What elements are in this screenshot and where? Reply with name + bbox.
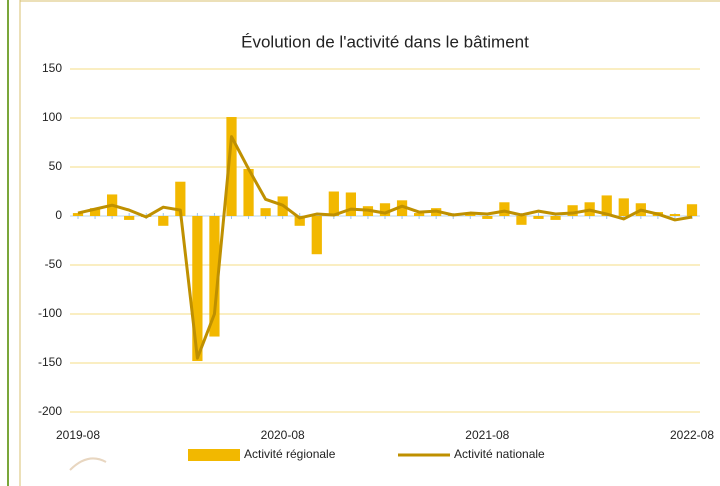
x-tick-label: 2021-08 [465,428,509,442]
bar [550,216,561,220]
bar [482,216,493,219]
logo-fragment [69,457,107,471]
legend-swatch [188,449,240,461]
bar [345,192,357,216]
bar [669,214,681,216]
bar [89,208,101,216]
bar [396,200,408,216]
x-tick-label: 2022-08 [670,428,714,442]
bar [124,216,135,220]
y-tick-label: 50 [49,159,63,173]
y-tick-label: 100 [42,110,62,124]
bar [379,203,391,216]
legend-label: Activité nationale [454,447,545,461]
bar [567,205,578,216]
y-tick-label: -100 [38,306,62,320]
x-tick-label: 2020-08 [261,428,305,442]
bar [413,213,425,216]
y-tick-label: 0 [55,208,62,222]
line [77,135,693,360]
bar [294,216,305,226]
bar [158,216,169,226]
bar [175,181,186,216]
bar [499,202,510,216]
bar [243,168,254,216]
bar [260,208,271,216]
bar [465,214,476,216]
bar [311,216,322,255]
bar [601,195,612,216]
bar [516,216,527,225]
x-tick-label: 2019-08 [56,428,100,442]
bar [226,117,237,216]
bar [686,204,698,216]
y-tick-label: -150 [38,355,62,369]
bar [328,191,339,216]
y-tick-label: 150 [42,61,62,75]
legend-label: Activité régionale [244,447,336,461]
chart-title: Évolution de l'activité dans le bâtiment [241,32,529,51]
bar [72,213,84,216]
y-tick-label: -50 [45,257,63,271]
bar [618,198,629,216]
y-tick-label: -200 [38,404,62,418]
bar [533,216,544,219]
bar [209,216,220,337]
bar [192,216,203,362]
